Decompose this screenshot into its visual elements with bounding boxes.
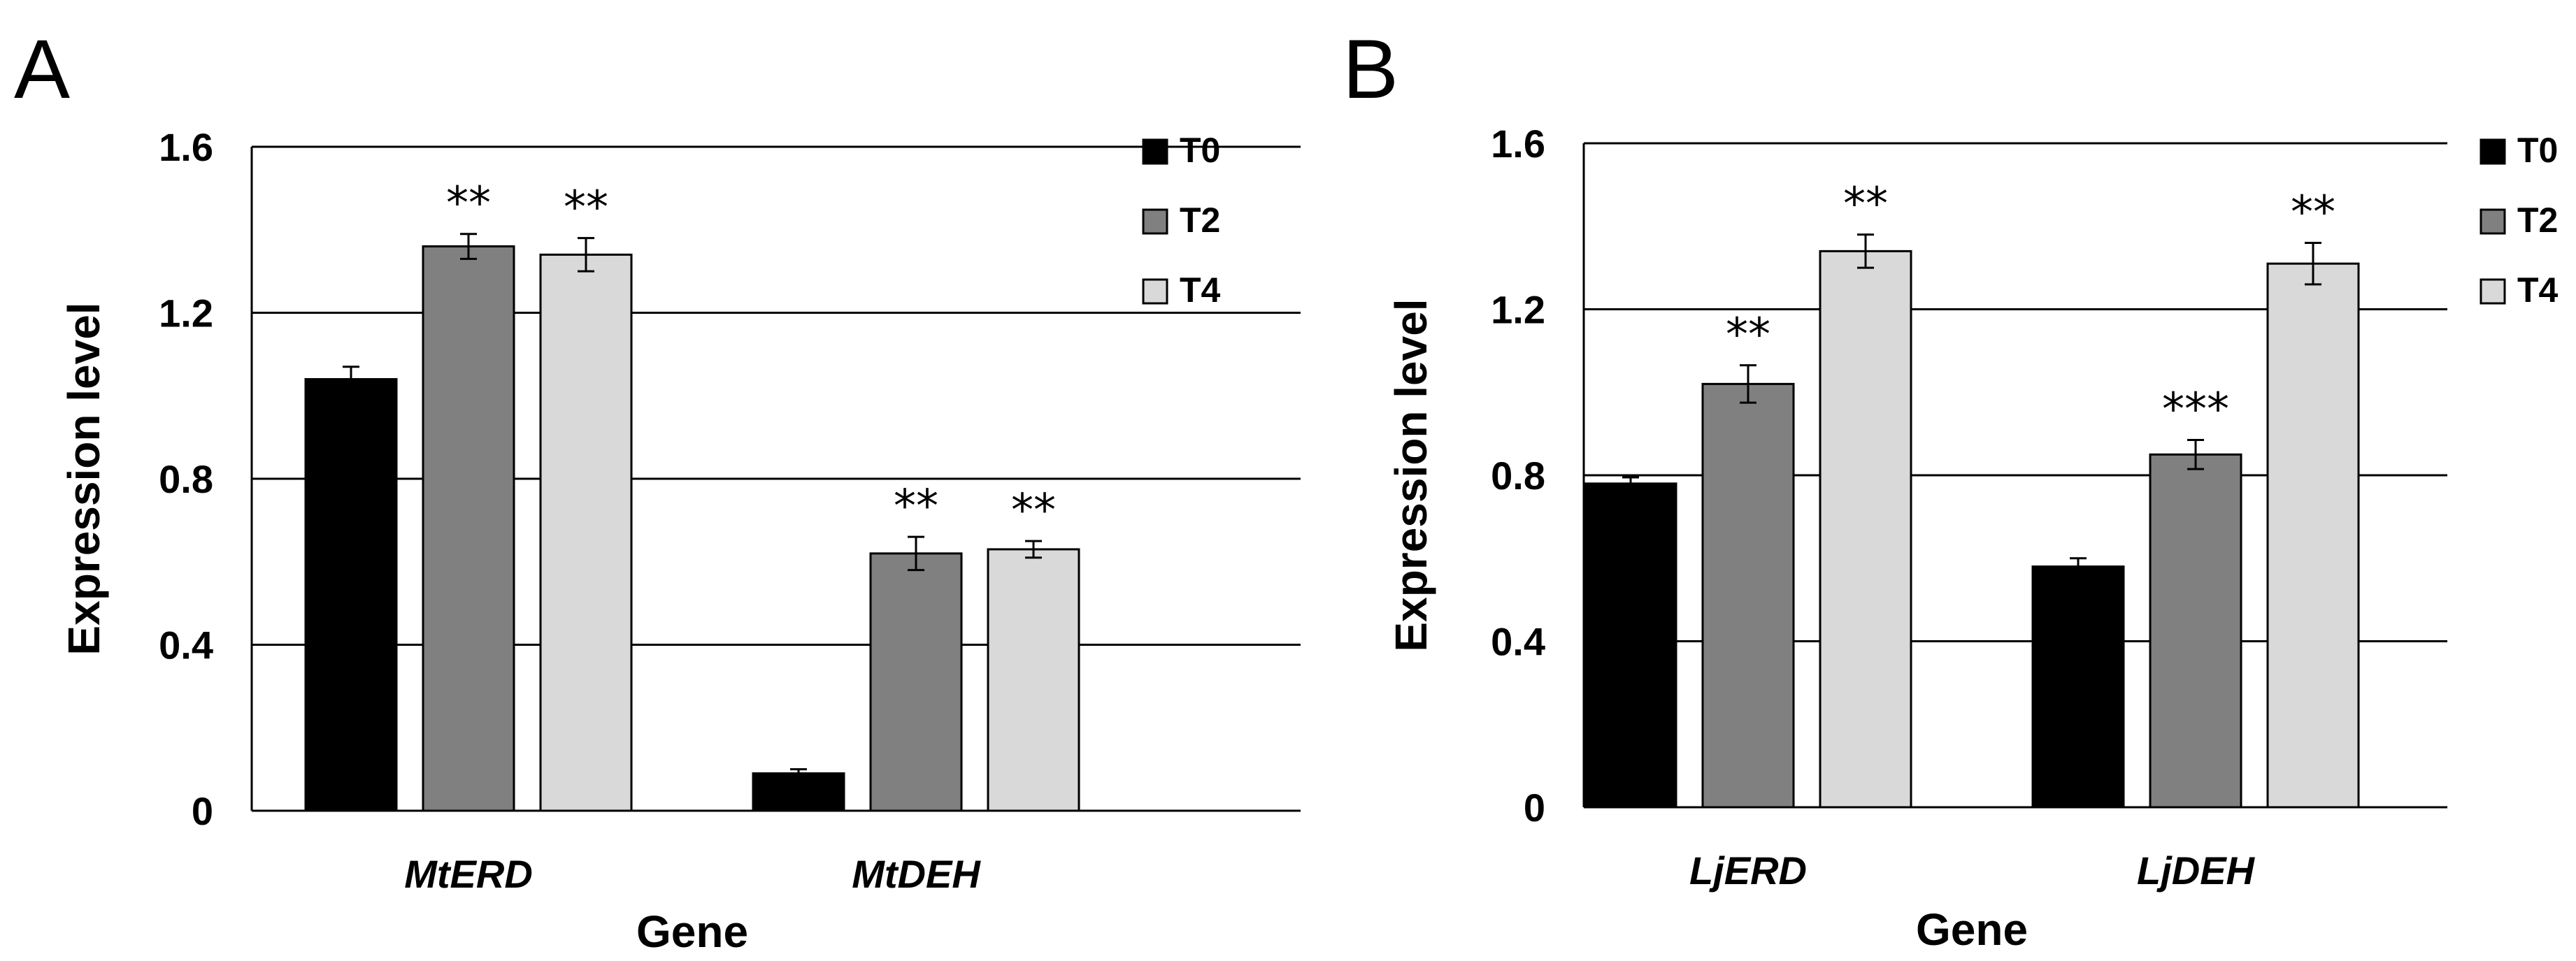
legend-label: T2 — [1180, 201, 1220, 240]
legend-label: T4 — [2517, 270, 2559, 310]
bar-t2-mtdeh — [869, 552, 963, 812]
legend-label: T2 — [2517, 201, 2558, 240]
bar-t4-mtdeh — [987, 548, 1080, 812]
significance-marker: ** — [1843, 179, 1888, 231]
significance-marker: ** — [1011, 485, 1056, 537]
y-axis-title: Expression level — [1386, 298, 1436, 651]
panel-label: A — [14, 22, 70, 116]
legend-swatch-t0 — [2480, 138, 2506, 165]
y-tick-label: 0.4 — [159, 623, 213, 667]
x-axis-title: Gene — [636, 906, 748, 957]
y-tick-label: 0 — [1524, 786, 1545, 830]
y-tick-label: 0.8 — [1491, 454, 1545, 498]
x-tick-label: MtDEH — [852, 852, 981, 896]
significance-marker: ** — [2291, 187, 2335, 239]
y-tick-label: 0 — [192, 789, 213, 833]
legend-swatch-t2 — [2480, 208, 2506, 235]
y-tick-label: 0.4 — [1491, 620, 1545, 664]
y-tick-label: 1.2 — [1491, 288, 1545, 332]
legend-swatch-t4 — [2480, 278, 2506, 305]
legend-label: T4 — [1180, 270, 1221, 310]
x-axis-title: Gene — [1916, 904, 2028, 955]
bar-t4-ljerd — [1819, 250, 1912, 809]
x-tick-label: MtERD — [404, 852, 533, 896]
y-tick-label: 1.6 — [1491, 122, 1545, 166]
y-tick-label: 1.6 — [159, 125, 213, 169]
y-tick-label: 0.8 — [159, 457, 213, 501]
significance-marker: ** — [1726, 310, 1770, 361]
significance-marker: *** — [2162, 384, 2229, 436]
y-tick-label: 1.2 — [159, 291, 213, 335]
chart-panel-a: A 0 0.4 0.8 1.2 1.6 ** ** MtERD ** ** MtDEH Gene Expr… — [14, 22, 1301, 957]
bar-t2-ljerd — [1701, 382, 1795, 809]
bar-t4-ljdeh — [2266, 262, 2360, 809]
significance-marker: ** — [564, 182, 608, 234]
significance-marker: ** — [446, 178, 491, 230]
bar-t0-ljerd — [1584, 482, 1677, 809]
legend-swatch-t0 — [1142, 138, 1168, 165]
bar-t0-ljdeh — [2031, 565, 2125, 809]
chart-panel-b: B00.40.81.21.6****LjERD*****LjDEHGeneExp… — [1343, 22, 2559, 955]
legend-swatch-t2 — [1142, 208, 1168, 235]
legend: T0 T2 T4 — [1142, 131, 1221, 310]
bar-t0-mterd — [304, 378, 398, 812]
legend-label: T0 — [2517, 131, 2558, 170]
panel-label: B — [1343, 22, 1398, 116]
significance-marker: ** — [894, 481, 938, 533]
bar-t2-mterd — [422, 245, 515, 812]
x-tick-label: LjDEH — [2137, 848, 2256, 893]
legend-label: T0 — [1180, 131, 1220, 170]
legend: T0 T2 T4 — [2480, 131, 2559, 310]
y-axis-title: Expression level — [59, 302, 109, 655]
bar-t2-ljdeh — [2149, 453, 2242, 809]
bar-t4-mterd — [539, 253, 633, 812]
legend-swatch-t4 — [1142, 278, 1168, 305]
bar-t0-mtdeh — [752, 772, 845, 812]
x-tick-label: LjERD — [1689, 848, 1807, 893]
